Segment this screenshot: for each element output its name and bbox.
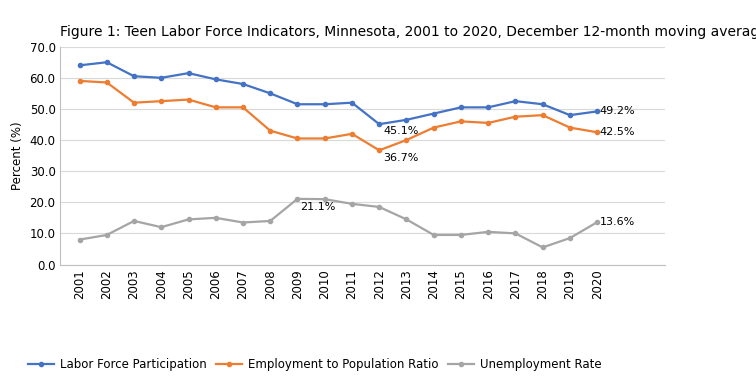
Employment to Population Ratio (238, 105, 247, 110)
Unemployment Rate (156, 225, 166, 230)
Unemployment Rate (293, 196, 302, 201)
Unemployment Rate (538, 245, 547, 250)
Line: Employment to Population Ratio: Employment to Population Ratio (77, 79, 600, 152)
Y-axis label: Percent (%): Percent (%) (11, 121, 24, 190)
Employment to Population Ratio (565, 125, 575, 130)
Labor Force Participation (348, 100, 357, 105)
Employment to Population Ratio (402, 138, 411, 142)
Labor Force Participation (238, 82, 247, 86)
Line: Unemployment Rate: Unemployment Rate (77, 197, 600, 249)
Labor Force Participation (75, 63, 84, 68)
Unemployment Rate (129, 219, 138, 223)
Employment to Population Ratio (593, 130, 602, 135)
Labor Force Participation (484, 105, 493, 110)
Labor Force Participation (402, 117, 411, 122)
Unemployment Rate (184, 217, 193, 222)
Unemployment Rate (321, 197, 330, 202)
Employment to Population Ratio (129, 100, 138, 105)
Labor Force Participation (321, 102, 330, 107)
Unemployment Rate (565, 236, 575, 240)
Labor Force Participation (129, 74, 138, 79)
Labor Force Participation (293, 102, 302, 107)
Employment to Population Ratio (293, 136, 302, 141)
Unemployment Rate (238, 220, 247, 225)
Employment to Population Ratio (102, 80, 111, 85)
Legend: Labor Force Participation, Employment to Population Ratio, Unemployment Rate: Labor Force Participation, Employment to… (23, 353, 606, 376)
Employment to Population Ratio (538, 113, 547, 117)
Unemployment Rate (402, 217, 411, 222)
Employment to Population Ratio (511, 114, 520, 119)
Labor Force Participation (457, 105, 466, 110)
Text: 21.1%: 21.1% (300, 202, 336, 212)
Labor Force Participation (511, 99, 520, 103)
Labor Force Participation (593, 109, 602, 114)
Employment to Population Ratio (156, 99, 166, 103)
Unemployment Rate (75, 237, 84, 242)
Employment to Population Ratio (375, 148, 384, 152)
Employment to Population Ratio (484, 121, 493, 125)
Employment to Population Ratio (348, 131, 357, 136)
Employment to Population Ratio (265, 128, 274, 133)
Employment to Population Ratio (321, 136, 330, 141)
Labor Force Participation (375, 122, 384, 126)
Text: 45.1%: 45.1% (383, 126, 419, 136)
Text: 42.5%: 42.5% (600, 127, 635, 137)
Unemployment Rate (211, 216, 220, 220)
Labor Force Participation (156, 75, 166, 80)
Text: 36.7%: 36.7% (383, 153, 419, 163)
Labor Force Participation (184, 71, 193, 75)
Text: 13.6%: 13.6% (600, 217, 635, 227)
Employment to Population Ratio (211, 105, 220, 110)
Text: 49.2%: 49.2% (600, 107, 636, 116)
Unemployment Rate (457, 233, 466, 237)
Labor Force Participation (102, 60, 111, 65)
Employment to Population Ratio (429, 125, 438, 130)
Employment to Population Ratio (184, 97, 193, 102)
Employment to Population Ratio (75, 79, 84, 83)
Unemployment Rate (593, 220, 602, 224)
Unemployment Rate (484, 230, 493, 234)
Unemployment Rate (511, 231, 520, 236)
Employment to Population Ratio (457, 119, 466, 124)
Unemployment Rate (375, 205, 384, 209)
Labor Force Participation (538, 102, 547, 107)
Labor Force Participation (565, 113, 575, 117)
Line: Labor Force Participation: Labor Force Participation (77, 60, 600, 126)
Text: Figure 1: Teen Labor Force Indicators, Minnesota, 2001 to 2020, December 12-mont: Figure 1: Teen Labor Force Indicators, M… (60, 25, 756, 39)
Unemployment Rate (265, 219, 274, 223)
Labor Force Participation (265, 91, 274, 96)
Unemployment Rate (429, 233, 438, 237)
Unemployment Rate (102, 233, 111, 237)
Unemployment Rate (348, 202, 357, 206)
Labor Force Participation (429, 111, 438, 116)
Labor Force Participation (211, 77, 220, 82)
